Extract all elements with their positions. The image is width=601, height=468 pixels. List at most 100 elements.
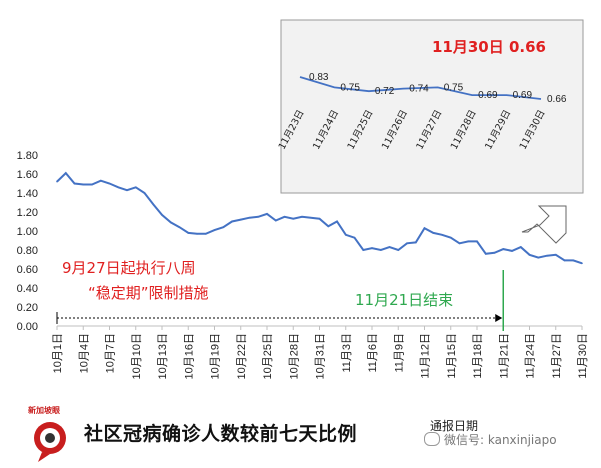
data-point — [467, 240, 470, 243]
data-point — [213, 229, 216, 231]
inset-data-labels: 0.83 0.75 0.72 0.74 0.75 0.69 0.69 0.66 — [309, 72, 567, 105]
data-point — [318, 217, 321, 220]
data-point — [484, 253, 487, 255]
inset-data-label: 0.66 — [547, 94, 567, 105]
data-point — [397, 249, 400, 251]
y-tick-label: 0.20 — [17, 302, 38, 314]
data-point — [493, 252, 496, 254]
y-tick-label: 1.00 — [17, 226, 38, 238]
data-point — [248, 216, 251, 219]
data-point — [108, 182, 111, 185]
data-point — [432, 232, 435, 234]
wechat-icon — [424, 432, 440, 446]
x-axis: 10月1日 10月4日 10月7日 10月10日 10月13日 10月16日 10月19日 1… — [52, 326, 589, 379]
data-point — [406, 242, 408, 245]
x-tick-label: 10月25日 — [262, 333, 274, 379]
x-tick-label: 10月28日 — [288, 333, 300, 379]
logo-text: 新加坡眼 — [28, 406, 60, 415]
data-point — [283, 215, 286, 218]
x-tick-label: 10月19日 — [210, 333, 222, 379]
data-point — [178, 226, 181, 228]
policy-annotation-line2: “稳定期”限制措施 — [88, 284, 209, 302]
data-point — [82, 183, 85, 186]
data-point — [476, 240, 478, 243]
data-point — [266, 213, 268, 215]
inset-data-label: 0.75 — [340, 82, 360, 93]
data-point — [572, 259, 575, 262]
data-point — [309, 216, 312, 219]
data-point — [169, 221, 172, 224]
y-tick-label: 1.80 — [17, 150, 38, 162]
x-axis-label: 通报日期 — [430, 419, 479, 433]
data-point — [519, 246, 522, 248]
y-tick-label: 0.60 — [17, 264, 38, 276]
data-point — [231, 220, 233, 223]
data-point — [73, 182, 76, 185]
y-tick-label: 0.80 — [17, 245, 38, 257]
data-point — [441, 234, 443, 236]
x-tick-label: 11月3日 — [341, 333, 353, 373]
data-point — [423, 227, 426, 229]
data-point — [379, 249, 382, 251]
x-tick-label: 10月4日 — [78, 333, 90, 373]
x-tick-label: 10月13日 — [157, 333, 169, 379]
x-tick-label: 11月27日 — [551, 333, 563, 379]
x-tick-label: 11月15日 — [446, 333, 458, 379]
zoom-arrow — [521, 205, 567, 244]
x-tick-label: 10月16日 — [183, 333, 195, 379]
policy-annotation-line1: 9月27日起执行八周 — [62, 259, 196, 277]
data-point — [563, 259, 566, 262]
data-point — [126, 189, 128, 191]
data-point — [204, 233, 207, 235]
x-tick-label: 11月30日 — [577, 333, 589, 379]
data-point — [117, 186, 120, 189]
data-point — [239, 218, 242, 221]
data-point — [91, 183, 93, 186]
main-chart: 0.00 0.20 0.40 0.60 0.80 1.00 1.20 1.40 1.60 1.80… — [17, 19, 589, 379]
logo — [28, 408, 76, 464]
data-point — [143, 192, 146, 194]
x-tick-label: 10月1日 — [52, 333, 64, 373]
data-point — [336, 220, 338, 223]
data-point — [196, 233, 198, 235]
x-tick-label: 11月24日 — [525, 333, 537, 379]
data-point — [353, 236, 356, 239]
inset-data-label: 0.69 — [513, 90, 533, 101]
data-point — [414, 241, 417, 244]
data-point — [371, 247, 373, 249]
data-point — [388, 246, 391, 248]
x-tick-label: 10月31日 — [315, 333, 327, 379]
data-point — [187, 232, 190, 234]
data-point — [56, 180, 58, 183]
inset-panel: 11月30日 0.66 0.83 0.75 0.72 0.74 0.75 0.69 0.69… — [277, 19, 584, 194]
y-tick-label: 0.40 — [17, 283, 38, 295]
data-point — [344, 234, 347, 236]
inset-data-label: 0.72 — [375, 86, 395, 97]
inset-series-line — [299, 76, 542, 100]
wechat-id: 微信号: kanxinjiapo — [424, 431, 557, 448]
y-tick-label: 0.00 — [17, 321, 38, 333]
data-point — [537, 256, 540, 259]
data-point — [222, 226, 225, 228]
main-series-points — [56, 172, 583, 265]
inset-data-label: 0.74 — [409, 84, 429, 95]
data-point — [554, 253, 557, 256]
data-point — [327, 225, 330, 228]
data-point — [581, 262, 583, 265]
x-tick-label: 11月21日 — [498, 333, 510, 379]
x-tick-label: 11月18日 — [472, 333, 484, 379]
end-annotation: 11月21日结束 — [355, 291, 453, 309]
x-tick-label: 10月22日 — [236, 333, 248, 379]
inset-data-label: 0.75 — [444, 82, 464, 93]
y-tick-label: 1.60 — [17, 169, 38, 181]
data-point — [161, 214, 163, 216]
data-point — [301, 215, 303, 218]
data-point — [502, 248, 505, 250]
data-point — [257, 215, 260, 218]
y-tick-label: 1.40 — [17, 188, 38, 200]
wechat-label: 微信号: kanxinjiapo — [444, 433, 557, 447]
period-arrow-head — [495, 314, 503, 322]
data-point — [449, 236, 452, 239]
x-tick-label: 11月12日 — [420, 333, 432, 379]
x-tick-label: 11月9日 — [393, 333, 405, 373]
